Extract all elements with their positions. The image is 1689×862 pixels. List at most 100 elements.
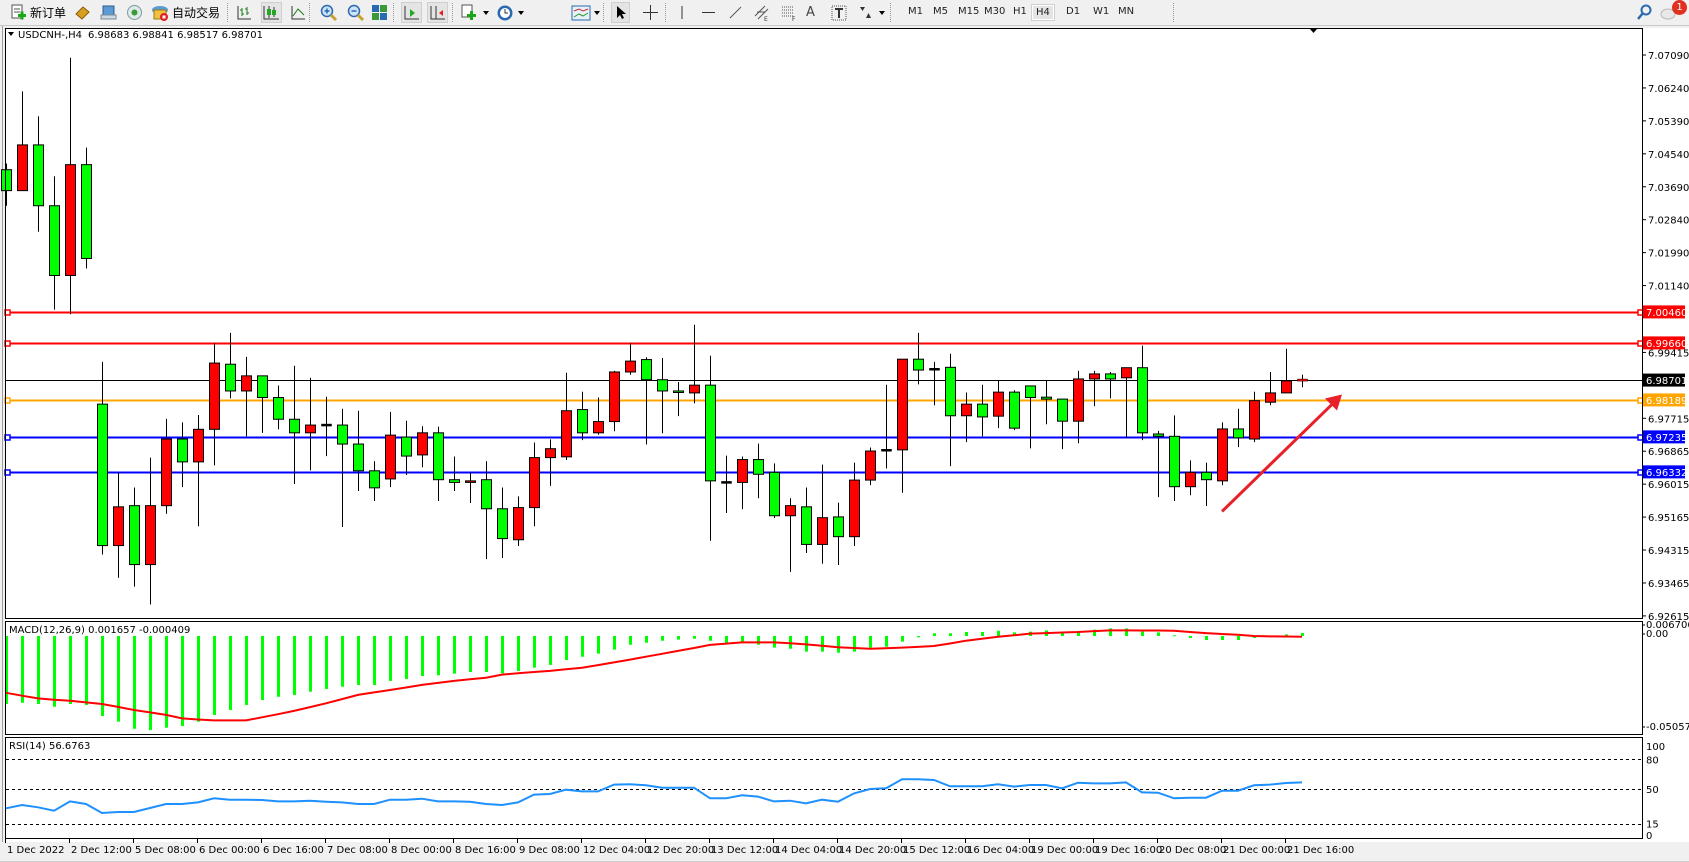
candle-body bbox=[321, 423, 332, 427]
new-order-label: 新订单 bbox=[30, 6, 67, 20]
cursor-button[interactable] bbox=[611, 2, 630, 23]
timeframe-d1[interactable]: D1 bbox=[1066, 6, 1081, 17]
text-button[interactable]: A bbox=[806, 3, 815, 22]
equidistant-channel-button[interactable]: E bbox=[753, 3, 771, 22]
chart-canvas bbox=[5, 28, 1689, 842]
new-chart-dropdown-icon[interactable] bbox=[483, 11, 489, 15]
price-tick-label: 7.02840 bbox=[1648, 216, 1689, 227]
macd-histogram-bar bbox=[437, 636, 440, 676]
bar-chart-icon bbox=[237, 6, 251, 20]
toolbar-separator bbox=[227, 3, 230, 22]
candle-body bbox=[753, 459, 764, 475]
timeframe-m1[interactable]: M1 bbox=[908, 6, 923, 17]
candle bbox=[417, 426, 428, 468]
line-price-tag bbox=[1643, 336, 1685, 350]
new-order-button[interactable]: 新订单 bbox=[10, 3, 66, 22]
periods-button[interactable] bbox=[496, 3, 514, 22]
trendline-button[interactable] bbox=[727, 3, 744, 22]
candle bbox=[433, 426, 444, 502]
navigator-button[interactable] bbox=[126, 3, 143, 22]
candle-body bbox=[705, 384, 716, 482]
indicators-icon bbox=[571, 5, 591, 20]
macd-histogram-bar bbox=[453, 636, 456, 674]
periods-dropdown-icon[interactable] bbox=[518, 11, 524, 15]
timeframe-mn[interactable]: MN bbox=[1118, 6, 1135, 17]
indicators-button[interactable] bbox=[571, 3, 591, 22]
indicators-dropdown-icon[interactable] bbox=[594, 11, 600, 15]
candle bbox=[241, 356, 252, 437]
line-chart-button[interactable] bbox=[290, 3, 307, 22]
candle bbox=[993, 380, 1004, 429]
candle-body bbox=[385, 434, 396, 480]
candle-body bbox=[465, 480, 476, 483]
main-price-pane[interactable] bbox=[1, 57, 1644, 605]
timeframe-h4[interactable]: H4 bbox=[1031, 4, 1055, 21]
candle bbox=[961, 392, 972, 443]
candle bbox=[1089, 370, 1100, 407]
macd-histogram-bar bbox=[981, 631, 984, 636]
candle-body bbox=[161, 438, 172, 507]
timeframe-h1[interactable]: H1 bbox=[1013, 6, 1027, 17]
candle bbox=[145, 457, 156, 605]
candlestick-button[interactable] bbox=[261, 2, 282, 23]
macd-histogram-bar bbox=[901, 636, 904, 642]
new-chart-button[interactable] bbox=[460, 3, 478, 22]
zoom-out-button[interactable] bbox=[347, 3, 365, 22]
macd-histogram-bar bbox=[165, 636, 168, 728]
macd-histogram-bar bbox=[197, 636, 200, 722]
text-label-button[interactable] bbox=[831, 3, 847, 22]
chart-menu-triangle-icon[interactable] bbox=[8, 32, 14, 36]
timeframe-m15[interactable]: M15 bbox=[958, 6, 980, 17]
fibonacci-button[interactable]: F bbox=[780, 3, 798, 22]
chart-shift-button[interactable] bbox=[427, 2, 448, 23]
arrows-dropdown-icon[interactable] bbox=[879, 11, 885, 15]
candle-body bbox=[721, 481, 732, 484]
candle-body bbox=[113, 506, 124, 547]
arrows-button[interactable] bbox=[857, 3, 874, 22]
vertical-line-button[interactable] bbox=[676, 3, 688, 22]
candle bbox=[97, 361, 108, 555]
data-window-icon bbox=[100, 5, 117, 20]
macd-histogram-bar bbox=[853, 636, 856, 652]
annotation-arrow-shaft[interactable] bbox=[1220, 401, 1336, 513]
price-tick-label: 7.01990 bbox=[1648, 249, 1689, 260]
candle bbox=[1201, 462, 1212, 507]
macd-signal-line bbox=[5, 629, 1303, 722]
timeframe-w1[interactable]: W1 bbox=[1093, 6, 1110, 17]
market-watch-icon bbox=[75, 6, 90, 20]
macd-tick-label: 0.00 bbox=[1646, 629, 1668, 640]
vertical-line-icon bbox=[681, 6, 683, 19]
chart-shift-marker-icon[interactable] bbox=[1310, 29, 1317, 33]
macd-histogram-bar bbox=[885, 636, 888, 647]
annotation-arrow-head-icon[interactable] bbox=[1325, 394, 1342, 411]
time-tick-label: 12 Dec 20:00 bbox=[647, 845, 714, 856]
candle-body bbox=[1105, 373, 1116, 380]
crosshair-button[interactable] bbox=[642, 3, 659, 22]
candle-body bbox=[1169, 435, 1180, 488]
tile-windows-button[interactable] bbox=[371, 3, 388, 22]
toolbar-separator bbox=[890, 3, 893, 22]
candle bbox=[513, 496, 524, 546]
autotrading-button[interactable]: 自动交易 bbox=[151, 3, 220, 22]
timeframe-m5[interactable]: M5 bbox=[933, 6, 948, 17]
timeframe-m30[interactable]: M30 bbox=[984, 6, 1006, 17]
candle bbox=[705, 355, 716, 541]
time-tick-label: 15 Dec 12:00 bbox=[903, 845, 970, 856]
macd-histogram-bar bbox=[277, 636, 280, 697]
search-button[interactable] bbox=[1636, 3, 1653, 22]
candle-body bbox=[737, 459, 748, 483]
macd-pane[interactable] bbox=[5, 628, 1304, 731]
line-price-tag bbox=[1643, 393, 1685, 407]
candle-body bbox=[17, 144, 28, 192]
horizontal-line-button[interactable] bbox=[700, 3, 717, 22]
bar-chart-button[interactable] bbox=[236, 3, 253, 22]
auto-scroll-button[interactable] bbox=[401, 2, 422, 23]
data-window-button[interactable] bbox=[100, 3, 117, 22]
toolbar-separator bbox=[665, 3, 668, 22]
macd-histogram-bar bbox=[261, 636, 264, 701]
zoom-in-button[interactable] bbox=[320, 3, 338, 22]
rsi-pane[interactable] bbox=[5, 759, 1642, 825]
candle-body bbox=[641, 359, 652, 381]
market-watch-button[interactable] bbox=[74, 3, 91, 22]
